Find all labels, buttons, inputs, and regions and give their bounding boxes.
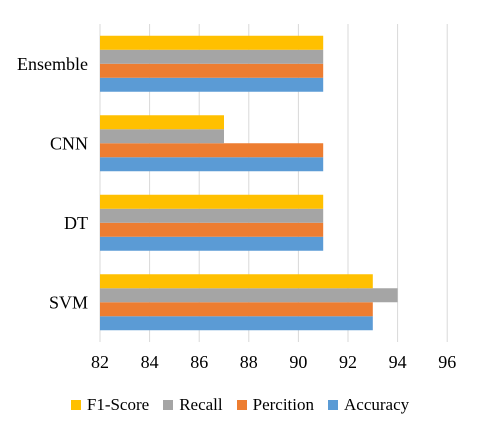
bar-cnn-percition: [100, 143, 324, 158]
bar-cnn-accuracy: [100, 157, 324, 172]
legend-label-percition: Percition: [252, 395, 314, 414]
bar-dt-f1-score: [100, 194, 324, 209]
legend-label-recall: Recall: [179, 395, 223, 414]
legend-swatch-f1-score: [70, 400, 81, 410]
chart-legend: F1-Score Recall Percition Accuracy: [0, 393, 480, 417]
legend-item-f1-score: F1-Score: [70, 395, 150, 415]
legend-label-f1-score: F1-Score: [86, 395, 150, 414]
category-label-ensemble: Ensemble: [17, 54, 88, 74]
legend-swatch-recall: [163, 400, 174, 410]
legend-swatch-percition: [236, 400, 247, 410]
bar-svm-f1-score: [100, 274, 373, 289]
legend-item-accuracy: Accuracy: [328, 395, 409, 415]
bar-dt-accuracy: [100, 236, 324, 251]
legend-item-recall: Recall: [163, 395, 223, 415]
x-tick-label-84: 84: [141, 352, 159, 372]
bar-ensemble-recall: [100, 49, 324, 64]
category-label-svm: SVM: [49, 292, 88, 312]
x-tick-label-86: 86: [190, 352, 208, 372]
x-tick-label-88: 88: [240, 352, 258, 372]
x-tick-label-82: 82: [91, 352, 109, 372]
bar-dt-percition: [100, 222, 324, 237]
legend-label-accuracy: Accuracy: [344, 395, 410, 414]
bar-cnn-recall: [100, 129, 224, 144]
legend-item-percition: Percition: [236, 395, 314, 415]
category-label-dt: DT: [64, 213, 88, 233]
bar-svm-recall: [100, 288, 398, 303]
bar-ensemble-f1-score: [100, 35, 324, 50]
bar-chart: SVM DT CNN Ensemble 82 84 86 88 90 92 94 96: [17, 24, 456, 372]
x-tick-label-92: 92: [339, 352, 357, 372]
x-tick-label-96: 96: [438, 352, 456, 372]
bar-ensemble-accuracy: [100, 77, 324, 92]
bar-svm-accuracy: [100, 316, 373, 331]
bar-svm-percition: [100, 302, 373, 317]
x-tick-label-90: 90: [289, 352, 307, 372]
legend-swatch-accuracy: [328, 400, 338, 410]
x-tick-label-94: 94: [389, 352, 407, 372]
category-label-cnn: CNN: [50, 133, 88, 153]
bar-dt-recall: [100, 208, 324, 223]
bar-cnn-f1-score: [100, 115, 224, 130]
bar-ensemble-percition: [100, 63, 324, 78]
